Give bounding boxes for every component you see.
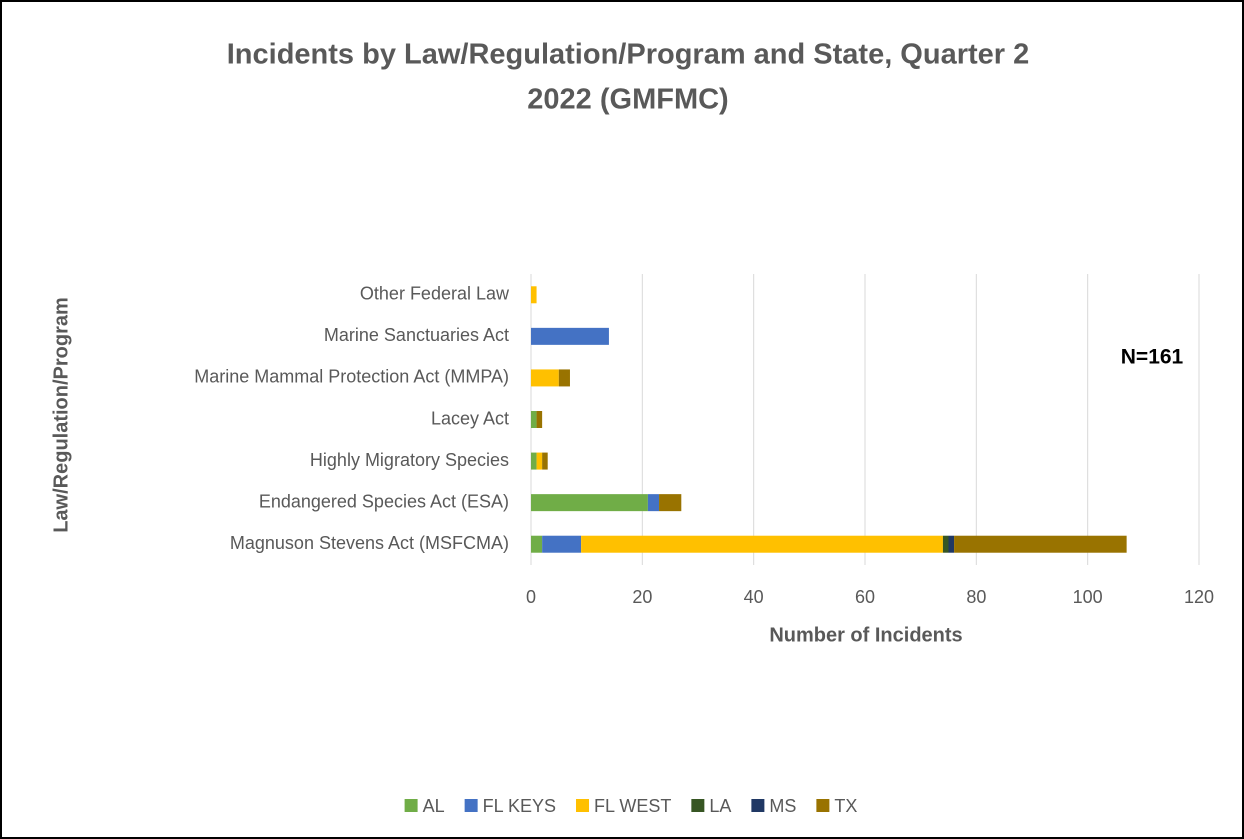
chart-title: 2022 (GMFMC): [527, 84, 728, 116]
legend-swatch: [464, 799, 478, 812]
legend-swatch: [751, 799, 765, 812]
bar-segment: [948, 535, 955, 553]
y-tick-label: Highly Migratory Species: [310, 450, 509, 470]
x-tick-label: 100: [1073, 587, 1103, 607]
y-tick-label: Magnuson Stevens Act (MSFCMA): [230, 533, 509, 553]
x-tick-label: 40: [744, 587, 764, 607]
x-tick-label: 60: [855, 587, 875, 607]
bar-segment: [531, 452, 537, 470]
bar-segment: [659, 494, 682, 512]
legend-label: FL KEYS: [483, 796, 556, 816]
bar-segment: [954, 535, 1127, 553]
bar-segment: [542, 535, 582, 553]
x-tick-label: 0: [526, 587, 536, 607]
y-tick-label: Endangered Species Act (ESA): [259, 491, 509, 511]
bar-segment: [531, 411, 537, 428]
bar-segment: [536, 452, 543, 470]
legend-label: AL: [423, 796, 445, 816]
bar-segment: [581, 535, 943, 553]
bar-segment: [558, 369, 570, 387]
bar-segment: [542, 452, 548, 470]
legend-label: FL WEST: [594, 796, 671, 816]
bar-segment: [531, 286, 537, 304]
bar-segment: [531, 535, 543, 553]
y-tick-label: Marine Mammal Protection Act (MMPA): [194, 367, 509, 387]
bar-segment: [531, 369, 559, 387]
y-tick-label: Marine Sanctuaries Act: [324, 325, 509, 345]
x-axis-title: Number of Incidents: [769, 624, 962, 646]
chart-title: Incidents by Law/Regulation/Program and …: [227, 39, 1030, 71]
legend-swatch: [816, 799, 830, 812]
legend-label: MS: [769, 796, 796, 816]
legend-swatch: [691, 799, 705, 812]
x-tick-label: 80: [966, 587, 986, 607]
y-tick-label: Lacey Act: [431, 408, 509, 428]
y-axis-title: Law/Regulation/Program: [50, 297, 72, 533]
bar-segment: [531, 494, 648, 512]
bar-segment: [647, 494, 660, 512]
bar-segment: [531, 327, 609, 345]
legend-label: TX: [834, 796, 857, 816]
annotation: N=161: [1121, 346, 1184, 369]
bar-segment: [536, 411, 543, 428]
bar-segment: [942, 535, 949, 553]
legend-swatch: [576, 799, 590, 812]
y-tick-label: Other Federal Law: [360, 284, 510, 304]
x-tick-label: 120: [1184, 587, 1214, 607]
x-tick-label: 20: [632, 587, 652, 607]
legend-label: LA: [709, 796, 731, 816]
legend-swatch: [404, 799, 418, 812]
